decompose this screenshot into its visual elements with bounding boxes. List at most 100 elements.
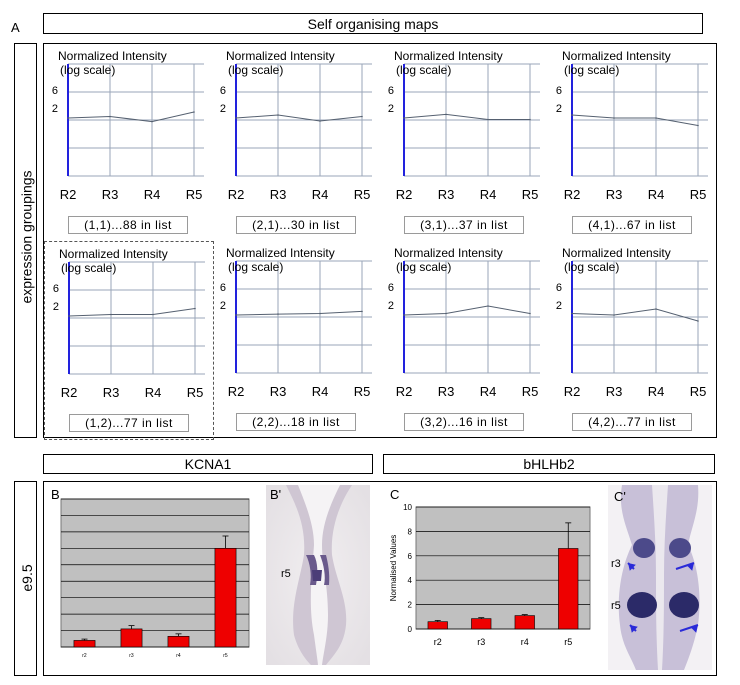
bar-category-r3: r3 xyxy=(477,637,485,647)
som-data-point-R4 xyxy=(152,313,154,316)
kcna1-bar-chart: r2 r3 r4 r5 B xyxy=(47,485,259,665)
x-tick-label-R5: R5 xyxy=(690,187,707,202)
som-cell-caption: (4,1)...67 in list xyxy=(572,216,692,234)
bar-r4 xyxy=(167,636,190,648)
x-tick-label-R3: R3 xyxy=(606,187,623,202)
e95-label-box: e9.5 xyxy=(14,481,37,676)
bar-category-r2: r2 xyxy=(82,653,87,659)
blue-arrow-2 xyxy=(629,624,638,633)
kcna1-title: KCNA1 xyxy=(184,456,232,472)
som-cell-som-2-2: Normalized Intensity (log scale) 6 2 R2 R3 R4 R… xyxy=(212,241,380,438)
x-tick-label-R2: R2 xyxy=(396,384,413,399)
bar-ytick-label: 10 xyxy=(403,503,412,512)
bar-svg-bhlhb2-bar: 0 2 4 6 8 10 Normalised Values r2 r3 r4 r5 C xyxy=(386,485,602,665)
x-tick-label-R3: R3 xyxy=(102,187,119,202)
som-cell-caption: (4,2)...77 in list xyxy=(572,413,692,431)
som-data-point-R4 xyxy=(319,120,321,122)
som-data-point-R4 xyxy=(655,308,657,310)
som-data-point-R4 xyxy=(151,120,153,123)
bar-ylabel: Normalised Values xyxy=(389,535,398,602)
som-cell-som-4-2: Normalized Intensity (log scale) 6 2 R2 R3 R4 R… xyxy=(548,241,716,438)
som-cell-som-1-2: Normalized Intensity (log scale) 6 2 R2 R3 R4 R… xyxy=(44,241,214,440)
som-cell-som-4-1: Normalized Intensity (log scale) 6 2 R2 R3 R4 R… xyxy=(548,44,716,241)
x-tick-label-R4: R4 xyxy=(145,385,162,400)
som-data-point-R3 xyxy=(445,312,447,315)
y-tick-label: 6 xyxy=(220,282,226,294)
x-tick-label-R3: R3 xyxy=(103,385,120,400)
x-tick-label-R4: R4 xyxy=(144,187,161,202)
som-data-point-R2 xyxy=(571,114,573,116)
bar-r5 xyxy=(214,548,237,648)
x-tick-label-R2: R2 xyxy=(564,187,581,202)
photo-c-r3-label: r3 xyxy=(611,558,621,570)
x-tick-label-R3: R3 xyxy=(438,187,455,202)
y-title-line-1: Normalized Intensity xyxy=(394,246,503,260)
y-title-line-1: Normalized Intensity xyxy=(59,247,168,261)
som-data-line xyxy=(67,111,195,123)
y-tick-label: 2 xyxy=(53,301,59,313)
x-tick-label-R5: R5 xyxy=(187,385,204,400)
som-data-point-R2 xyxy=(403,314,405,316)
som-data-point-R4 xyxy=(487,305,489,307)
x-tick-label-R3: R3 xyxy=(438,384,455,399)
x-tick-label-R5: R5 xyxy=(354,187,371,202)
x-tick-label-R2: R2 xyxy=(228,187,245,202)
y-title-line-1: Normalized Intensity xyxy=(58,49,167,63)
y-title-line-2: (log scale) xyxy=(61,261,116,275)
y-title-line-1: Normalized Intensity xyxy=(562,49,671,63)
bar-r5 xyxy=(558,548,579,630)
bar-r4 xyxy=(514,615,535,630)
y-tick-label: 2 xyxy=(556,103,562,115)
som-data-point-R4 xyxy=(319,312,321,315)
som-data-point-R5 xyxy=(529,312,531,315)
x-tick-label-R3: R3 xyxy=(606,384,623,399)
bar-ytick-label: 6 xyxy=(408,552,413,561)
y-tick-label: 2 xyxy=(556,300,562,312)
x-tick-label-R3: R3 xyxy=(270,384,287,399)
som-plot-som-1-2: Normalized Intensity(log scale)6 2 R2 R3 R4 R… xyxy=(53,247,205,400)
som-data-line xyxy=(403,113,530,120)
y-tick-label: 2 xyxy=(388,103,394,115)
som-cell-som-3-2: Normalized Intensity (log scale) 6 2 R2 R3 R4 R… xyxy=(380,241,548,438)
y-title-line-2: (log scale) xyxy=(564,260,619,274)
panel-letter-B: B xyxy=(51,487,60,502)
panel-letter-C: C xyxy=(390,487,399,502)
y-tick-label: 6 xyxy=(52,85,58,97)
som-data-line xyxy=(571,308,699,322)
bar-ytick-label: 2 xyxy=(408,601,413,610)
e95-label: e9.5 xyxy=(19,564,35,592)
y-title-line-1: Normalized Intensity xyxy=(226,246,335,260)
som-data-line xyxy=(235,114,363,122)
som-data-point-R3 xyxy=(110,313,112,316)
bar-category-r3: r3 xyxy=(129,653,134,659)
som-cell-caption: (1,1)...88 in list xyxy=(68,216,188,234)
y-tick-label: 2 xyxy=(220,103,226,115)
photo-b-letter: B' xyxy=(270,487,281,502)
y-tick-label: 6 xyxy=(388,282,394,294)
bar-r2 xyxy=(73,640,96,648)
som-title-box: Self organising maps xyxy=(43,13,703,34)
blue-arrow-0 xyxy=(627,562,636,571)
bar-ytick-label: 0 xyxy=(408,625,413,634)
photo-c-r5-label: r5 xyxy=(611,600,621,612)
x-tick-label-R4: R4 xyxy=(648,187,665,202)
embryo-photo-c: r3 r5 C' xyxy=(608,485,712,670)
bhlhb2-title: bHLHb2 xyxy=(523,456,575,472)
bar-r2 xyxy=(427,621,448,630)
x-tick-label-R4: R4 xyxy=(480,384,497,399)
som-data-point-R2 xyxy=(67,117,69,119)
bar-svg-kcna1-bar: r2 r3 r4 r5 B xyxy=(47,485,259,665)
som-data-point-R3 xyxy=(613,314,615,316)
y-tick-label: 6 xyxy=(388,85,394,97)
bar-category-r2: r2 xyxy=(434,637,442,647)
som-cell-caption: (2,2)...18 in list xyxy=(236,413,356,431)
bar-category-r4: r4 xyxy=(521,637,529,647)
x-tick-label-R4: R4 xyxy=(480,187,497,202)
som-cell-som-1-1: Normalized Intensity (log scale) 6 2 R2 R3 R4 R… xyxy=(44,44,212,241)
som-data-point-R5 xyxy=(697,320,699,322)
som-data-point-R5 xyxy=(697,124,699,127)
x-tick-label-R2: R2 xyxy=(396,187,413,202)
y-title-line-2: (log scale) xyxy=(396,260,451,274)
blue-arrow-1 xyxy=(675,562,695,571)
y-title-line-2: (log scale) xyxy=(564,63,619,77)
